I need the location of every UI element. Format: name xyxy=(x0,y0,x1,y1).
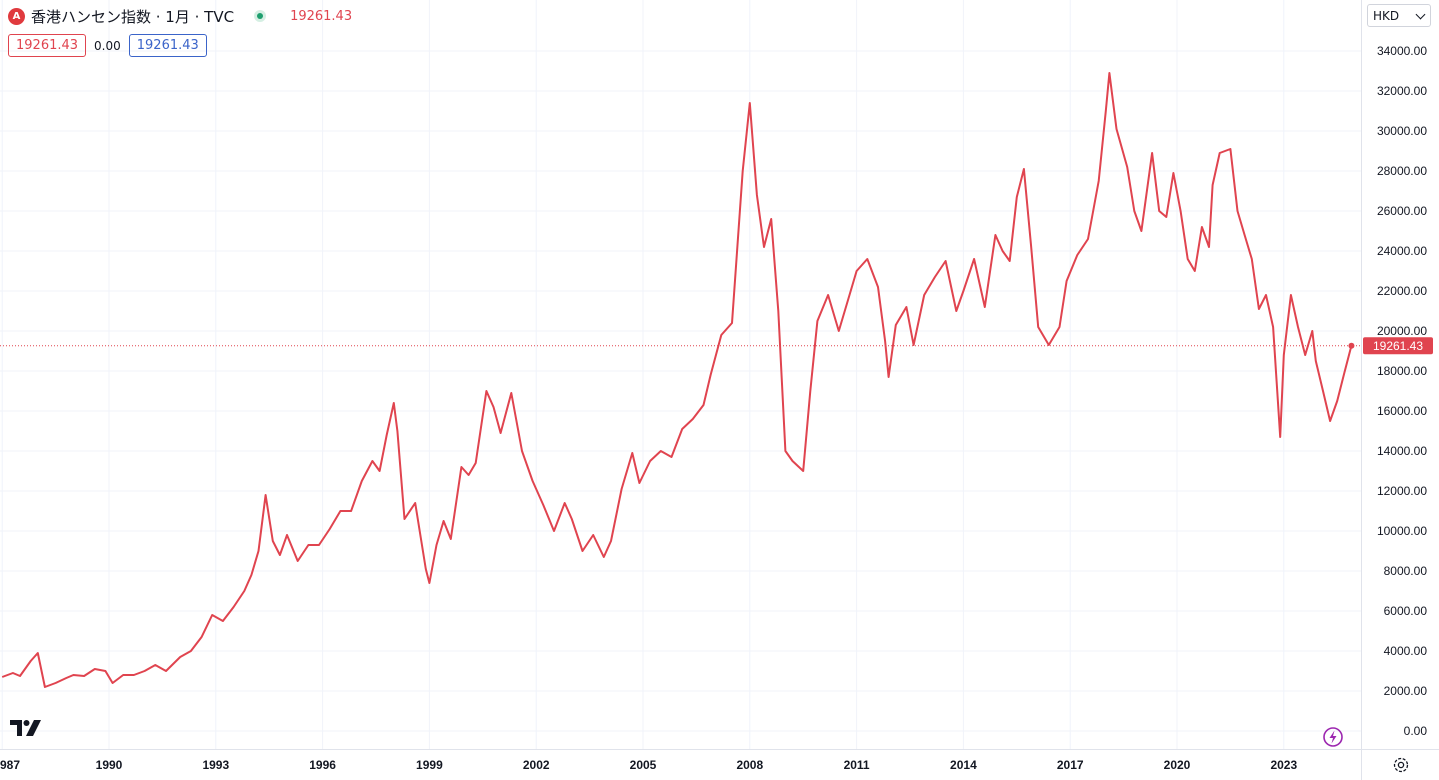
x-tick-label: 2008 xyxy=(736,758,763,772)
ma-box: 19261.43 xyxy=(128,34,207,57)
price-badge: 19261.43 xyxy=(1363,337,1433,355)
price-box: 19261.43 xyxy=(8,34,87,57)
x-tick-label: 2005 xyxy=(630,758,657,772)
y-tick-label: 6000.00 xyxy=(1384,604,1428,618)
gear-icon[interactable] xyxy=(1392,756,1410,774)
y-tick-label: 10000.00 xyxy=(1377,524,1427,538)
y-tick-label: 16000.00 xyxy=(1377,404,1427,418)
y-tick-label: 18000.00 xyxy=(1377,364,1427,378)
x-tick-label: 2023 xyxy=(1270,758,1297,772)
y-tick-label: 26000.00 xyxy=(1377,204,1427,218)
x-tick-label: 2017 xyxy=(1057,758,1084,772)
x-tick-label: 1996 xyxy=(309,758,336,772)
price-badge-label: 19261.43 xyxy=(1373,339,1423,353)
x-tick-label: 987 xyxy=(0,758,20,772)
symbol-title[interactable]: 香港ハンセン指数 · 1月 · TVC xyxy=(31,7,235,26)
header-price: 19261.43 xyxy=(290,8,353,24)
y-tick-label: 34000.00 xyxy=(1377,44,1427,58)
series-line xyxy=(1,72,1353,688)
x-tick-label: 2014 xyxy=(950,758,977,772)
currency-selector[interactable]: HKD xyxy=(1367,4,1431,27)
ohlc-row: 19261.43 0.00 19261.43 xyxy=(8,34,207,57)
tradingview-logo-icon[interactable] xyxy=(10,718,42,738)
y-tick-label: 20000.00 xyxy=(1377,324,1427,338)
y-tick-label: 32000.00 xyxy=(1377,84,1427,98)
y-tick-label: 2000.00 xyxy=(1384,684,1428,698)
x-tick-label: 2011 xyxy=(844,758,870,772)
y-tick-label: 4000.00 xyxy=(1384,644,1428,658)
x-tick-label: 1990 xyxy=(96,758,123,772)
y-tick-label: 0.00 xyxy=(1404,724,1428,738)
market-status-icon[interactable] xyxy=(254,10,267,22)
y-tick-label: 8000.00 xyxy=(1384,564,1428,578)
symbol-logo-icon[interactable]: A xyxy=(8,7,25,25)
y-tick-label: 14000.00 xyxy=(1377,444,1427,458)
symbol-header: A 香港ハンセン指数 · 1月 · TVC 19261.43 xyxy=(8,4,352,28)
x-tick-label: 1999 xyxy=(416,758,443,772)
last-point xyxy=(1348,342,1355,349)
change-value: 0.00 xyxy=(94,38,121,53)
chevron-down-icon xyxy=(1415,9,1426,19)
x-tick-label: 2020 xyxy=(1164,758,1191,772)
y-tick-label: 24000.00 xyxy=(1377,244,1427,258)
x-tick-label: 2002 xyxy=(523,758,550,772)
y-tick-label: 12000.00 xyxy=(1377,484,1427,498)
y-tick-label: 28000.00 xyxy=(1377,164,1427,178)
x-tick-label: 1993 xyxy=(202,758,229,772)
y-tick-label: 22000.00 xyxy=(1377,284,1427,298)
currency-label: HKD xyxy=(1373,8,1400,23)
lightning-icon[interactable] xyxy=(1322,726,1344,748)
y-tick-label: 30000.00 xyxy=(1377,124,1427,138)
